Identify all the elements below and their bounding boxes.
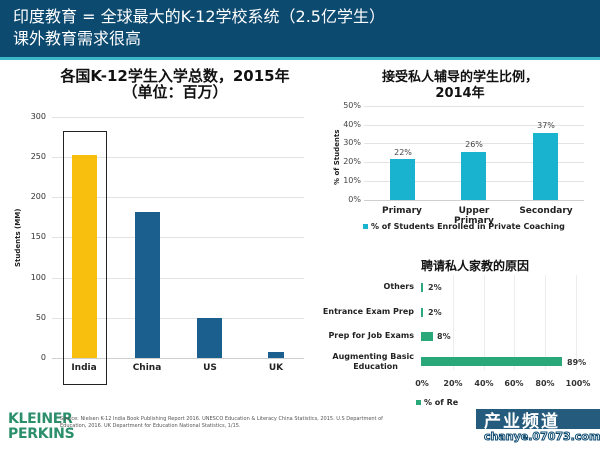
x-axis-line <box>52 358 304 359</box>
category-entrance-exam-prep: Entrance Exam Prep <box>322 307 414 316</box>
gridline <box>576 275 577 370</box>
value-label: 2% <box>428 308 442 317</box>
legend-swatch <box>363 224 368 229</box>
source-note: Source: Nielsen K-12 India Book Publishi… <box>60 416 383 429</box>
bar-upper-primary <box>461 152 486 200</box>
category-augmenting-basic-education: Augmenting Basic Education <box>332 352 414 371</box>
y-tick: 300 <box>30 112 46 121</box>
gridline <box>364 125 584 126</box>
y-tick: 0 <box>40 353 46 362</box>
gridline <box>364 106 584 107</box>
gridline <box>484 275 485 370</box>
category-others: Others <box>383 282 414 291</box>
x-tick: 60% <box>504 379 524 388</box>
x-category-us: US <box>203 363 217 373</box>
india-highlight-box <box>63 131 107 385</box>
bar-others <box>421 283 423 292</box>
bar-china <box>135 212 160 358</box>
gridline <box>364 143 584 144</box>
x-category-secondary: Secondary <box>519 206 573 216</box>
y-tick: 50 <box>35 313 46 322</box>
watermark: 产业频道 chanye.07073.com <box>476 405 600 445</box>
gridline <box>514 275 515 370</box>
value-label: 89% <box>567 358 587 367</box>
category-job-exams: Prep for Job Exams <box>328 331 414 340</box>
watermark-band <box>476 409 600 429</box>
y-tick: 40% <box>343 120 361 129</box>
value-label: 22% <box>394 148 412 157</box>
slide-title: 印度教育 = 全球最大的K-12学校系统（2.5亿学生） <box>13 7 385 26</box>
gridline <box>52 197 304 198</box>
gridline <box>52 318 304 319</box>
bar-job-exams <box>421 332 433 341</box>
y-tick: 10% <box>343 176 361 185</box>
x-tick: 20% <box>443 379 463 388</box>
y-tick: 50% <box>343 101 361 110</box>
bar-us <box>197 318 222 358</box>
tutoring-reasons-chart-title: 聘请私人家教的原因 <box>420 259 529 273</box>
x-tick: 80% <box>535 379 555 388</box>
watermark-text: 产业频道 <box>484 412 560 432</box>
x-category-primary: Primary <box>382 206 422 216</box>
watermark-url: chanye.07073.com <box>483 430 600 444</box>
bar-augmenting-basic-education <box>421 357 562 366</box>
y-tick: 250 <box>30 152 46 161</box>
y-tick: 0% <box>348 195 361 204</box>
kleiner-perkins-logo: KLEINER PERKINS <box>8 411 75 442</box>
x-axis-line <box>364 200 584 201</box>
bar-secondary <box>533 133 558 200</box>
value-label: 37% <box>537 121 555 130</box>
gridline <box>52 237 304 238</box>
x-category-china: China <box>132 363 162 373</box>
value-label: 2% <box>428 283 442 292</box>
y-tick: 150 <box>30 232 46 241</box>
private-coaching-chart-title: 接受私人辅导的学生比例， 2014年 <box>381 70 538 101</box>
value-label: 26% <box>465 140 483 149</box>
legend: % of Students Enrolled in Private Coachi… <box>363 222 565 231</box>
x-category-india: India <box>71 363 97 373</box>
x-category-upper-primary: Upper Primary <box>454 206 494 226</box>
x-tick: 0% <box>415 379 429 388</box>
y-tick: 200 <box>30 192 46 201</box>
x-tick: 100% <box>565 379 591 388</box>
gridline <box>52 117 304 118</box>
y-axis-label: Students (MM) <box>14 208 22 267</box>
gridline <box>52 157 304 158</box>
x-category-uk: UK <box>268 363 284 373</box>
x-tick: 40% <box>474 379 494 388</box>
y-tick: 30% <box>343 138 361 147</box>
gridline <box>545 275 546 370</box>
legend: % of Re <box>416 398 458 407</box>
bar-primary <box>390 159 415 200</box>
gridline <box>453 275 454 370</box>
y-tick: 100 <box>30 273 46 282</box>
gridline <box>52 278 304 279</box>
bar-entrance-exam-prep <box>421 308 423 317</box>
slide-subtitle: 课外教育需求很高 <box>13 29 142 48</box>
bar-uk <box>268 352 284 358</box>
enrollment-chart-title: 各国K-12学生入学总数，2015年 （单位：百万） <box>60 67 290 101</box>
y-tick: 20% <box>343 157 361 166</box>
value-label: 8% <box>437 332 451 341</box>
slide-header: 印度教育 = 全球最大的K-12学校系统（2.5亿学生） 课外教育需求很高 <box>0 0 600 60</box>
legend-swatch <box>416 400 421 405</box>
bar-india <box>72 155 97 358</box>
